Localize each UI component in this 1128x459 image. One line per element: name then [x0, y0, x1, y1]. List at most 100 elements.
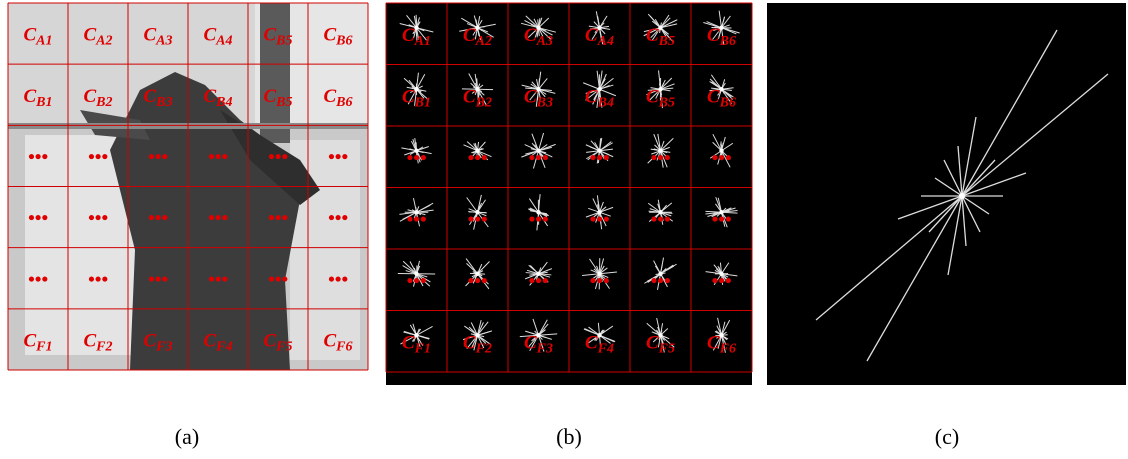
cell-sub: F3 — [536, 341, 553, 356]
cell-main: ••• — [712, 271, 732, 292]
cell-main: ••• — [268, 269, 288, 290]
cell-main: C — [646, 86, 659, 107]
cell-main: ••• — [268, 208, 288, 229]
cell-main: C — [83, 25, 96, 46]
glyph-center — [475, 26, 479, 30]
cell-main: C — [263, 86, 276, 107]
cell-label: ••• — [28, 269, 48, 290]
cell-main: C — [83, 330, 96, 351]
cell-sub: F2 — [475, 341, 492, 356]
cell-sub: B5 — [658, 95, 675, 110]
cell-main: ••• — [407, 148, 427, 169]
glyph-center — [719, 333, 723, 337]
panel-caption: (c) — [935, 424, 959, 449]
panel-c-background — [767, 3, 1126, 385]
cell-label: ••• — [529, 209, 549, 230]
cell-main: C — [524, 86, 537, 107]
cell-main: ••• — [328, 147, 348, 168]
cell-label: ••• — [88, 208, 108, 229]
cell-main: ••• — [148, 147, 168, 168]
cell-main: ••• — [208, 208, 228, 229]
cell-main: ••• — [88, 208, 108, 229]
glyph-center — [536, 26, 540, 30]
cell-main: C — [463, 86, 476, 107]
glyph-center — [597, 333, 601, 337]
cell-main: C — [203, 25, 216, 46]
cell-main: C — [585, 332, 598, 353]
cell-label: ••• — [468, 209, 488, 230]
cell-label: ••• — [712, 148, 732, 169]
cell-sub: A3 — [155, 34, 172, 49]
cell-sub: F6 — [335, 339, 352, 354]
cell-main: C — [402, 332, 415, 353]
cell-sub: B1 — [414, 95, 431, 110]
cell-sub: A2 — [475, 34, 492, 49]
glyph-center — [414, 333, 418, 337]
glyph-center — [719, 87, 723, 91]
cell-sub: F1 — [35, 339, 52, 354]
cell-main: ••• — [407, 271, 427, 292]
cell-main: ••• — [529, 271, 549, 292]
cell-label: ••• — [712, 271, 732, 292]
cell-main: ••• — [407, 209, 427, 230]
cell-main: C — [143, 25, 156, 46]
cell-main: ••• — [529, 209, 549, 230]
cell-main: C — [585, 86, 598, 107]
cell-main: C — [23, 86, 36, 107]
cell-main: C — [143, 330, 156, 351]
cell-sub: F2 — [95, 339, 112, 354]
cell-main: C — [524, 25, 537, 46]
figure: CA1CA2CA3CA4CB5CB6CB1CB2CB3CB4CB5CB6••••… — [0, 0, 1128, 459]
cell-main: ••• — [712, 209, 732, 230]
glyph-center — [414, 87, 418, 91]
cell-main: ••• — [328, 208, 348, 229]
cell-label: ••• — [268, 269, 288, 290]
cell-label: ••• — [208, 208, 228, 229]
cell-label: ••• — [328, 269, 348, 290]
glyph-center — [597, 26, 601, 30]
cell-label: ••• — [468, 271, 488, 292]
cell-main: C — [402, 86, 415, 107]
cell-main: C — [402, 25, 415, 46]
cell-main: ••• — [468, 209, 488, 230]
cell-main: C — [203, 86, 216, 107]
cell-sub: B5 — [658, 34, 675, 49]
cell-sub: B3 — [155, 95, 172, 110]
cell-label: ••• — [208, 269, 228, 290]
cell-main: C — [707, 332, 720, 353]
cell-sub: F3 — [155, 339, 172, 354]
cell-label: ••• — [28, 208, 48, 229]
cell-main: ••• — [468, 271, 488, 292]
cell-main: ••• — [28, 269, 48, 290]
cell-label: ••• — [651, 209, 671, 230]
cell-sub: A4 — [215, 34, 232, 49]
cell-label: ••• — [529, 271, 549, 292]
glyph-center — [658, 26, 662, 30]
cell-sub: B6 — [719, 34, 736, 49]
cell-main: ••• — [148, 269, 168, 290]
cell-main: C — [23, 25, 36, 46]
cell-main: ••• — [590, 271, 610, 292]
glyph-center — [658, 333, 662, 337]
glyph-center — [414, 26, 418, 30]
cell-main: C — [646, 25, 659, 46]
cell-main: C — [263, 25, 276, 46]
cell-main: C — [203, 330, 216, 351]
cell-main: ••• — [268, 147, 288, 168]
cell-main: C — [585, 25, 598, 46]
cell-sub: B4 — [597, 95, 614, 110]
cell-main: ••• — [468, 148, 488, 169]
cell-main: ••• — [651, 271, 671, 292]
cell-main: C — [323, 330, 336, 351]
cell-label: ••• — [328, 147, 348, 168]
cell-sub: F4 — [215, 339, 232, 354]
cell-sub: B6 — [719, 95, 736, 110]
glyph-center — [536, 87, 540, 91]
cell-main: C — [143, 86, 156, 107]
cell-label: ••• — [529, 148, 549, 169]
glyph-center — [658, 87, 662, 91]
cell-sub: A2 — [95, 34, 112, 49]
cell-main: ••• — [208, 147, 228, 168]
cell-sub: F4 — [597, 341, 614, 356]
cell-label: ••• — [328, 208, 348, 229]
